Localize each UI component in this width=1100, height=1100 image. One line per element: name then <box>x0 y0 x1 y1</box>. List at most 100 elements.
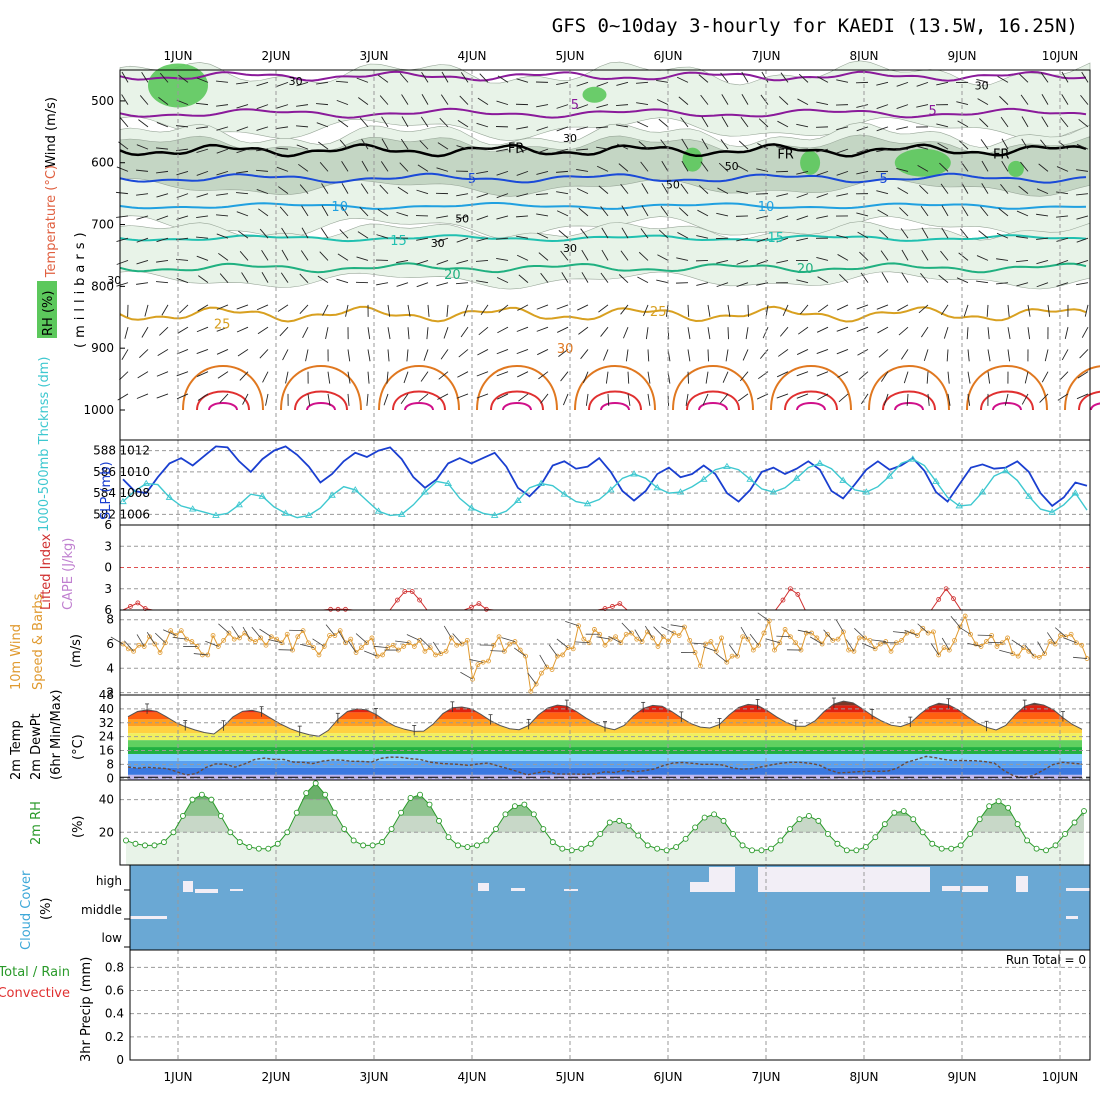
wind10-marker <box>946 647 952 653</box>
thickness-marker <box>723 462 731 470</box>
wind-barb <box>676 76 689 83</box>
rh2m-marker <box>701 814 708 821</box>
rh2m-marker <box>805 813 812 819</box>
wind10-marker <box>120 641 126 647</box>
lifted-index-label: Lifted Index <box>39 533 54 610</box>
wind10-marker <box>618 640 624 646</box>
wind-barb <box>156 215 169 221</box>
wind-barb <box>156 193 169 198</box>
wind-barb <box>216 349 229 355</box>
rh-legend-swatch <box>37 281 57 338</box>
wind-barb <box>516 78 529 83</box>
wind-barb <box>625 349 629 362</box>
wind-barb <box>358 97 369 105</box>
rh2m-marker <box>758 847 765 854</box>
warm-dome-contour <box>992 402 1022 411</box>
wind-barb <box>136 282 149 285</box>
cloud-tick-low: low <box>102 931 123 945</box>
wind-barb <box>616 81 629 86</box>
wind-barb <box>496 148 509 152</box>
wind-barb <box>496 237 509 240</box>
wind-barb <box>701 116 709 128</box>
wind-barb <box>236 192 249 195</box>
contour-label: 5 <box>468 172 476 187</box>
wind-barb <box>179 304 189 314</box>
wind-barb <box>660 205 669 217</box>
rh2m-marker <box>274 840 281 847</box>
rh2m-marker <box>796 816 803 823</box>
wind-barb <box>1007 327 1011 340</box>
wind-barb <box>236 304 249 310</box>
wind-barb <box>497 326 509 334</box>
wind-barb <box>327 393 331 406</box>
wind10-barb <box>172 636 187 640</box>
wind-barb <box>860 272 869 283</box>
wind10-barb <box>299 643 314 649</box>
wind10-marker <box>263 642 269 648</box>
wind-barb <box>976 255 989 261</box>
slp-tick-1010: 1010 <box>119 465 150 479</box>
wind-barb <box>296 144 309 150</box>
wind-barb <box>536 326 549 332</box>
wind-barb <box>796 193 809 199</box>
rh2m-marker <box>123 837 129 844</box>
warm-dome-contour <box>980 390 1034 411</box>
wind10-line <box>122 614 1088 693</box>
wind-barb <box>476 170 489 175</box>
wind-barb <box>416 237 429 241</box>
wind-barb <box>1056 166 1069 172</box>
wind10-marker <box>676 633 682 638</box>
wind-barb <box>141 71 149 83</box>
wind-barb <box>496 100 509 106</box>
rh2m-marker <box>474 842 480 849</box>
wind-barb <box>818 304 829 313</box>
wind-barb <box>116 259 129 265</box>
wind-barb <box>456 145 469 150</box>
wind10-barb <box>967 642 982 647</box>
wind-barb <box>136 193 149 196</box>
rh2m-marker <box>1014 821 1021 828</box>
rh2m-marker <box>692 824 699 831</box>
wind-barb <box>456 393 469 399</box>
wind-barb <box>556 148 569 153</box>
wind10-barb <box>740 626 749 640</box>
wind-barb <box>276 104 289 109</box>
wind-barb <box>618 163 629 172</box>
wind-barb <box>1036 259 1049 265</box>
wind10-marker <box>968 631 973 637</box>
wind-barb <box>262 371 269 383</box>
wind-barb <box>776 371 789 378</box>
wind-barb <box>736 237 749 242</box>
wind-barb <box>557 326 569 333</box>
wind-barb <box>407 304 411 317</box>
wind10-marker <box>639 639 645 644</box>
wind-barb <box>707 349 709 362</box>
wind-barb <box>256 188 269 195</box>
wind10-marker <box>369 635 375 641</box>
wind10-marker <box>353 650 359 655</box>
wind-barb <box>779 326 789 337</box>
wind-barb <box>236 326 249 333</box>
run-total-label: Run Total = 0 <box>1006 953 1086 967</box>
wind-barb <box>738 393 749 402</box>
wind-barb <box>156 122 169 128</box>
wind-barb <box>640 228 649 239</box>
wind10-marker <box>496 634 502 640</box>
bottom-date-9JUN: 9JUN <box>948 1070 977 1084</box>
wind10-barb <box>776 635 791 638</box>
wind-barb <box>256 148 269 152</box>
wind-barb <box>643 304 649 317</box>
wind10-barb <box>729 644 738 657</box>
wind-barb <box>436 167 449 172</box>
wind-barb <box>496 215 509 220</box>
rh2m-marker <box>455 842 461 849</box>
wind-barb <box>325 327 329 340</box>
wind10-marker <box>592 627 597 632</box>
bottom-date-axis: 1JUN 2JUN 3JUN 4JUN 5JUN 6JUN 7JUN 8JUN 9JUN 10JU… <box>164 1070 1079 1084</box>
warm-dome-contour <box>966 365 1048 411</box>
wind-barb <box>816 170 829 176</box>
wind10-marker <box>268 634 274 640</box>
lifted-index-marker <box>936 596 942 602</box>
wind-barb <box>966 327 969 340</box>
